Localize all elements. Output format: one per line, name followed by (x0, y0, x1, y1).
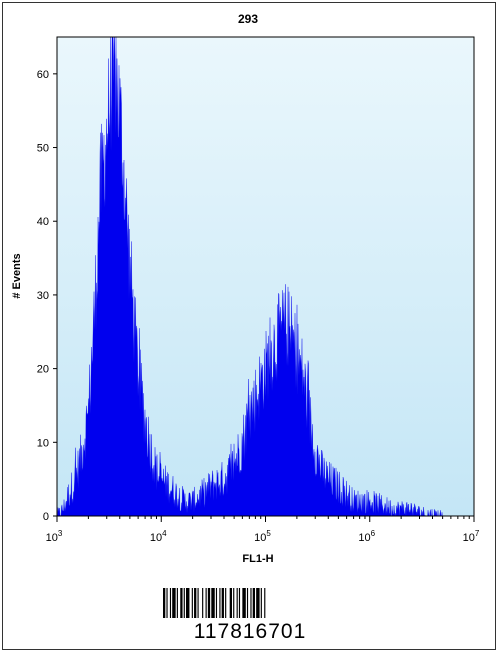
chart-title: 293 (238, 12, 258, 26)
barcode-bar (264, 588, 266, 618)
barcode-bar (256, 588, 260, 618)
y-tick-label: 30 (37, 290, 49, 302)
barcode-bar (202, 588, 204, 618)
y-tick-label: 50 (37, 143, 49, 155)
barcode-bar (176, 588, 178, 618)
barcode-bar (197, 588, 199, 618)
y-tick-label: 60 (37, 69, 49, 81)
y-tick-label: 40 (37, 216, 49, 228)
barcode-number: 117816701 (193, 620, 307, 643)
barcode-bar (205, 588, 207, 618)
barcode-bar (221, 588, 224, 618)
x-axis-label: FL1-H (242, 553, 273, 565)
barcode-bar (225, 588, 227, 618)
barcode-bar (207, 588, 211, 618)
barcode-bar (233, 588, 235, 618)
y-axis-label: # Events (11, 253, 23, 298)
barcode-bar (180, 588, 183, 618)
y-tick-label: 20 (37, 364, 49, 376)
y-tick-label: 0 (43, 511, 49, 523)
barcode-bar (250, 588, 252, 618)
barcode-bar (163, 588, 166, 618)
barcode-bar (260, 588, 262, 618)
x-tick-label: 106 (358, 529, 375, 544)
x-tick-label: 104 (150, 529, 167, 544)
barcode-bar (183, 588, 185, 618)
barcode-bar (172, 588, 176, 618)
x-tick-label: 107 (463, 529, 480, 544)
barcode-bar (229, 588, 232, 618)
x-tick-label: 105 (254, 529, 271, 544)
barcode (163, 588, 266, 618)
barcode-bar (186, 588, 190, 618)
barcode-bar (242, 588, 246, 618)
barcode-bar (194, 588, 197, 618)
barcode-bar (191, 588, 193, 618)
barcode-bar (169, 588, 172, 618)
y-tick-label: 10 (37, 437, 49, 449)
barcode-bar (219, 588, 221, 618)
barcode-bar (238, 588, 241, 618)
histogram-area (57, 36, 474, 517)
barcode-bar (215, 588, 218, 618)
barcode-bar (236, 588, 238, 618)
barcode-bar (211, 588, 215, 618)
barcode-bar (252, 588, 255, 618)
barcode-bar (166, 588, 168, 618)
barcode-bar (246, 588, 249, 618)
x-tick-label: 103 (46, 529, 63, 544)
